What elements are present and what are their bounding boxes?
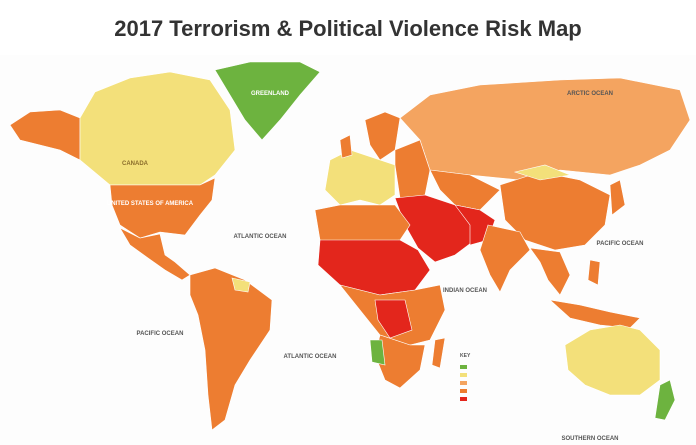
country-label: CANADA bbox=[122, 161, 149, 167]
ocean-label: PACIFIC OCEAN bbox=[597, 241, 644, 247]
west-europe bbox=[324, 149, 396, 206]
se-asia bbox=[529, 247, 571, 296]
japan bbox=[609, 179, 626, 216]
new-zealand bbox=[654, 379, 676, 421]
north-africa bbox=[314, 204, 411, 246]
namibia-botswana bbox=[369, 339, 386, 366]
legend-swatch bbox=[460, 389, 467, 393]
philippines bbox=[587, 259, 601, 286]
legend-swatch bbox=[460, 397, 467, 401]
legend-swatch bbox=[460, 373, 467, 377]
ocean-label: ATLANTIC OCEAN bbox=[284, 354, 337, 360]
ocean-label: PACIFIC OCEAN bbox=[137, 331, 184, 337]
ocean-label: INDIAN OCEAN bbox=[443, 288, 487, 294]
usa bbox=[109, 177, 216, 239]
madagascar bbox=[431, 337, 446, 369]
map-title: 2017 Terrorism & Political Violence Risk… bbox=[114, 16, 582, 41]
greenland bbox=[214, 61, 321, 141]
guianas bbox=[231, 277, 251, 293]
ocean-label: ATLANTIC OCEAN bbox=[234, 234, 287, 240]
country-label: UNITED STATES OF AMERICA bbox=[107, 201, 194, 207]
canada bbox=[79, 71, 236, 186]
legend-title: KEY bbox=[460, 353, 471, 359]
legend-swatch bbox=[460, 381, 467, 385]
australia bbox=[564, 324, 661, 396]
indonesia bbox=[549, 299, 641, 329]
country-label: GREENLAND bbox=[251, 91, 290, 97]
india bbox=[479, 224, 531, 293]
middle-east bbox=[394, 194, 481, 263]
ocean-label: SOUTHERN OCEAN bbox=[561, 436, 618, 442]
drc bbox=[374, 299, 413, 339]
legend: KEY bbox=[460, 353, 471, 401]
ocean-label: ARCTIC OCEAN bbox=[567, 91, 613, 97]
uk bbox=[339, 134, 353, 159]
mongolia bbox=[513, 164, 572, 181]
legend-swatch bbox=[460, 365, 467, 369]
